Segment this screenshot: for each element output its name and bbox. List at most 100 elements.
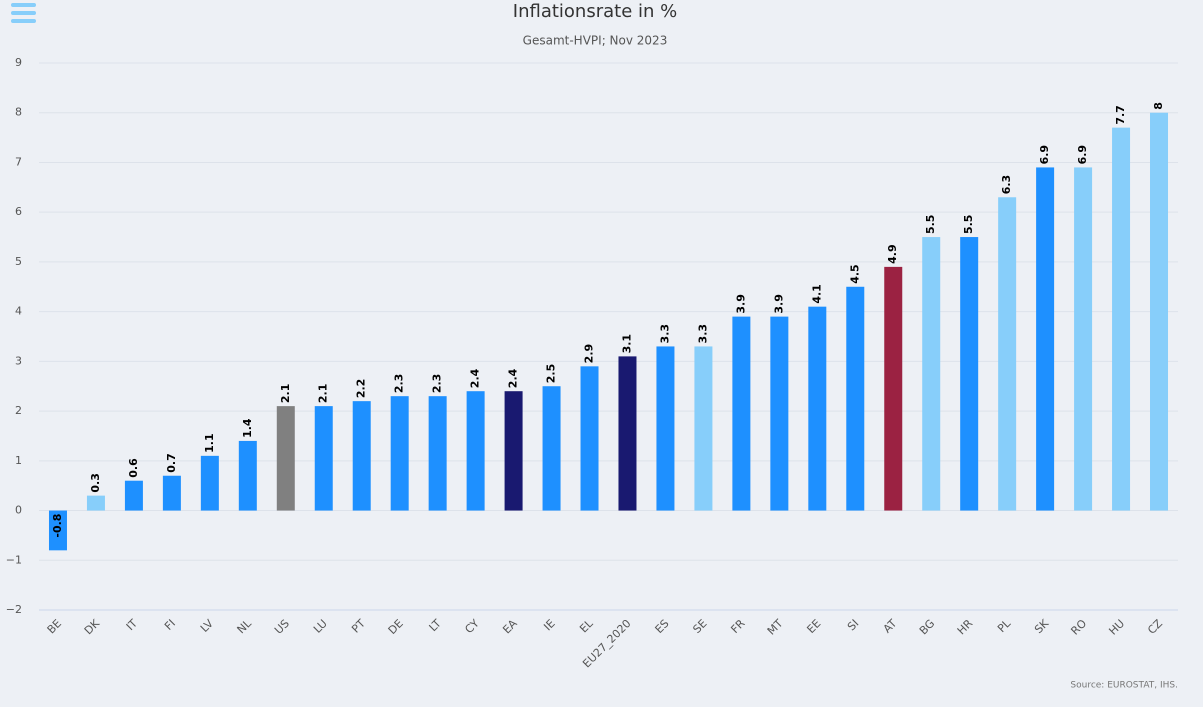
menu-icon[interactable] [11, 3, 36, 23]
value-label: 1.4 [241, 418, 254, 438]
x-tick-label: IE [541, 617, 557, 633]
bar [960, 237, 979, 511]
bar [466, 391, 485, 511]
x-tick-label: SI [845, 617, 861, 633]
bar [162, 475, 181, 511]
value-label: 2.1 [279, 384, 292, 404]
x-tick-label: FI [162, 617, 178, 633]
value-label: 2.1 [317, 384, 330, 404]
value-label: 2.3 [393, 374, 406, 394]
x-tick-label: SK [1032, 616, 1052, 636]
value-label: 3.9 [734, 294, 747, 314]
x-tick-label: LT [427, 617, 444, 634]
bar [124, 480, 143, 511]
bar [1074, 167, 1093, 511]
y-tick-label: 7 [15, 155, 22, 168]
y-tick-label: 0 [15, 504, 22, 517]
x-tick-label: HU [1106, 617, 1127, 638]
value-label: 6.3 [1000, 175, 1013, 195]
y-tick-label: 3 [15, 354, 22, 367]
y-tick-label: 8 [15, 106, 22, 119]
bar [428, 396, 447, 511]
bar [656, 346, 675, 511]
y-tick-label: 1 [15, 454, 22, 467]
x-tick-label: HR [955, 617, 976, 638]
bar [200, 455, 219, 511]
value-label: 2.3 [431, 374, 444, 394]
chart-title: Inflationsrate in % [513, 1, 677, 22]
bar [580, 366, 599, 511]
value-label: 4.1 [810, 284, 823, 304]
value-label: -0.8 [51, 514, 64, 538]
bar [846, 286, 865, 511]
bar [884, 266, 903, 511]
value-label: 1.1 [203, 433, 216, 453]
x-tick-label: DE [386, 617, 406, 637]
chart-subtitle: Gesamt-HVPI; Nov 2023 [523, 34, 668, 48]
bar [770, 316, 789, 511]
value-label: 2.9 [583, 344, 596, 364]
x-tick-label: AT [881, 617, 900, 636]
x-tick-label: IT [124, 617, 140, 633]
value-label: 8 [1152, 102, 1165, 110]
x-tick-label: FR [728, 617, 747, 636]
value-label: 0.7 [165, 453, 178, 473]
y-tick-label: 6 [15, 205, 22, 218]
value-label: 3.9 [772, 294, 785, 314]
value-label: 2.5 [545, 364, 558, 384]
x-tick-label: LU [311, 617, 330, 636]
x-tick-label: US [272, 617, 292, 637]
value-label: 4.9 [886, 244, 899, 264]
value-label: 2.4 [469, 368, 482, 388]
value-label: 5.5 [962, 215, 975, 235]
bar [238, 440, 257, 511]
bar [390, 396, 409, 511]
y-tick-label: 2 [15, 404, 22, 417]
x-tick-label: NL [235, 616, 255, 636]
bar [808, 306, 827, 511]
bar [1036, 167, 1055, 511]
x-tick-label: CZ [1145, 617, 1165, 637]
value-label: 6.9 [1038, 145, 1051, 165]
y-tick-label: 9 [15, 56, 22, 69]
y-tick-label: −2 [6, 603, 22, 616]
value-label: 5.5 [924, 215, 937, 235]
bar [504, 391, 523, 511]
y-tick-label: −1 [6, 553, 22, 566]
y-tick-label: 5 [15, 255, 22, 268]
bar [86, 495, 105, 511]
bar [542, 386, 561, 511]
x-tick-label: BE [45, 617, 64, 636]
bar [922, 237, 941, 511]
value-label: 0.6 [127, 458, 140, 478]
value-label: 3.3 [696, 324, 709, 344]
x-tick-label: ES [653, 617, 672, 636]
x-tick-label: EE [804, 617, 823, 636]
value-label: 7.7 [1114, 105, 1127, 125]
x-tick-label: LV [198, 617, 216, 635]
bar [314, 406, 333, 511]
x-tick-label: EL [577, 616, 596, 635]
source: Source: EUROSTAT, IHS. [1070, 681, 1178, 691]
value-label: 2.4 [507, 368, 520, 388]
bar [998, 197, 1017, 511]
x-tick-label: SE [690, 617, 709, 636]
value-label: 0.3 [89, 473, 102, 493]
bar [618, 356, 637, 511]
x-tick-label: MT [765, 617, 786, 638]
y-tick-label: 4 [15, 305, 22, 318]
x-tick-label: BG [917, 617, 937, 637]
bar [694, 346, 713, 511]
bar [1112, 127, 1131, 511]
bar [732, 316, 751, 511]
x-tick-label: DK [82, 616, 103, 637]
value-label: 6.9 [1076, 145, 1089, 165]
x-tick-label: EA [500, 617, 520, 637]
x-tick-label: RO [1068, 617, 1089, 638]
x-tick-label: PL [995, 616, 1014, 635]
value-label: 4.5 [848, 264, 861, 284]
value-label: 3.1 [620, 334, 633, 354]
bar [276, 406, 295, 511]
x-tick-label: CY [462, 617, 481, 636]
